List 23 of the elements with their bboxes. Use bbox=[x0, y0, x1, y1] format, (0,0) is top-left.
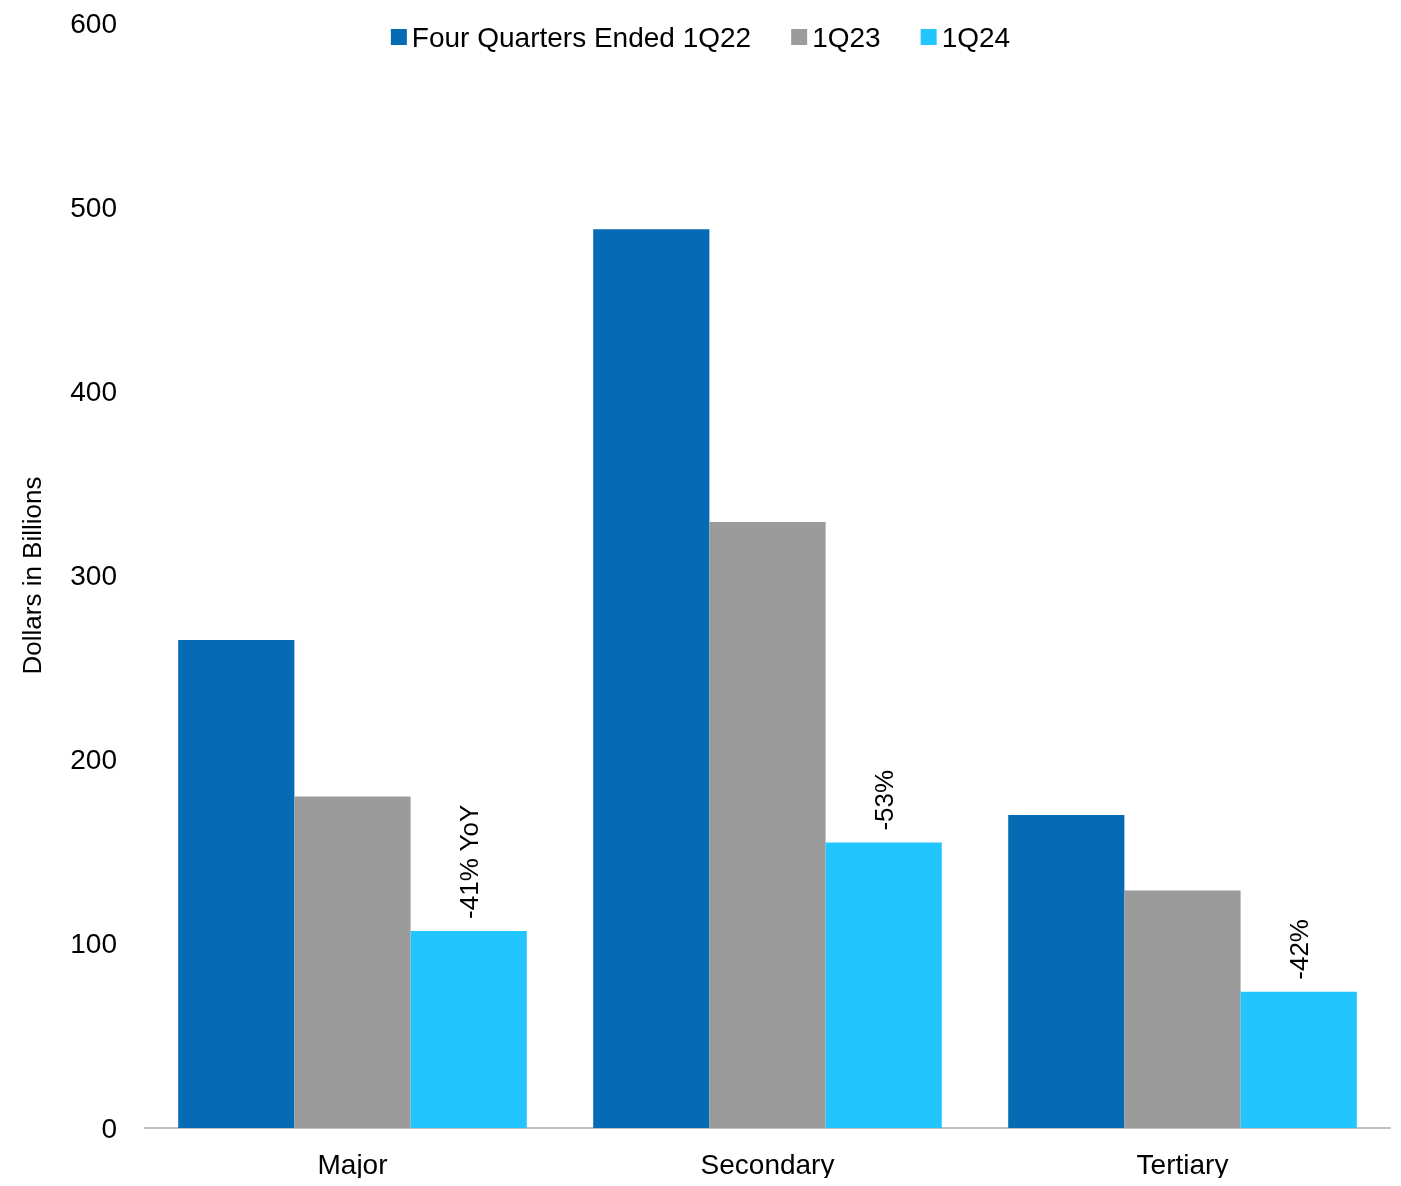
bar bbox=[709, 522, 826, 1128]
legend-label: Four Quarters Ended 1Q22 bbox=[411, 21, 752, 53]
y-tick-label: 400 bbox=[70, 375, 117, 407]
bar bbox=[1240, 991, 1357, 1128]
bar bbox=[410, 930, 527, 1128]
y-tick-label: 300 bbox=[70, 560, 117, 591]
y-axis-title: Dollars in Billions bbox=[17, 476, 47, 675]
legend-label: 1Q24 bbox=[941, 21, 1011, 53]
bar bbox=[593, 229, 710, 1128]
annotation: -53% bbox=[868, 769, 899, 831]
y-tick-label: 0 bbox=[101, 1112, 117, 1144]
bar bbox=[294, 796, 411, 1128]
bar bbox=[178, 639, 295, 1128]
annotation: -41% YoY bbox=[453, 804, 484, 919]
annotation: -42% bbox=[1283, 919, 1314, 980]
y-tick-label: 600 bbox=[70, 7, 117, 39]
y-tick-label: 100 bbox=[70, 928, 117, 960]
legend-label: 1Q23 bbox=[812, 21, 881, 53]
y-tick-label: 200 bbox=[70, 744, 117, 776]
bar bbox=[825, 842, 942, 1128]
bar bbox=[1124, 890, 1241, 1128]
y-tick-label: 500 bbox=[70, 191, 117, 223]
bar bbox=[1008, 814, 1125, 1128]
